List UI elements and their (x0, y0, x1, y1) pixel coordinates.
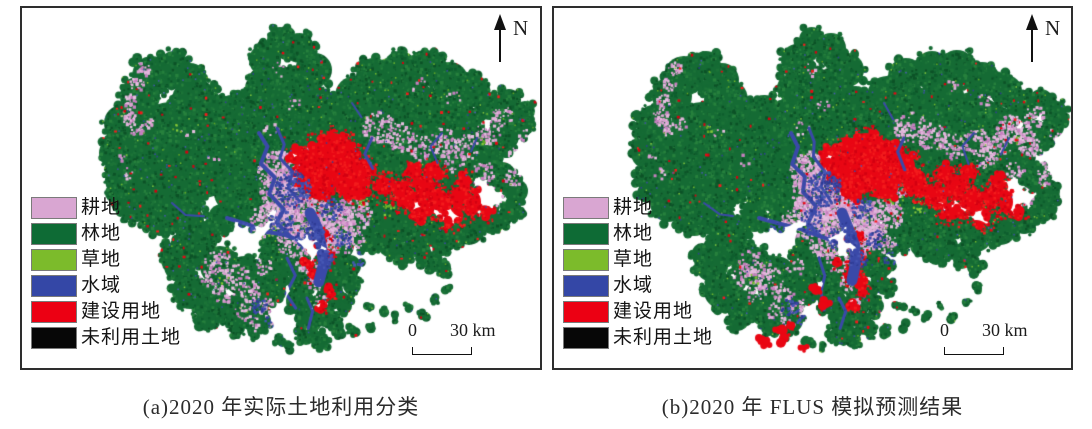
legend-item: 草地 (31, 247, 181, 273)
north-arrow-b: N (1022, 14, 1070, 66)
legend-label: 未利用土地 (81, 327, 182, 348)
legend-swatch-forest (31, 223, 77, 245)
north-arrow-icon (1026, 14, 1038, 62)
legend-label: 耕地 (81, 197, 122, 218)
legend-label: 林地 (81, 223, 122, 244)
legend-item: 林地 (563, 221, 713, 247)
legend-b: 耕地 林地 草地 水域 建设用地 未利用土地 (563, 195, 713, 351)
legend-item: 未利用土地 (31, 325, 181, 351)
legend-label: 未利用土地 (613, 327, 714, 348)
legend-label: 耕地 (613, 197, 654, 218)
legend-label: 草地 (613, 249, 654, 270)
legend-label: 水域 (613, 275, 654, 296)
panel-b: N 耕地 林地 草地 水域 建设用地 (552, 6, 1073, 370)
legend-swatch-cropland (31, 197, 77, 219)
north-arrow-a: N (490, 14, 538, 66)
legend-swatch-built (31, 301, 77, 323)
panel-a: N 耕地 林地 草地 水域 建设用地 (20, 6, 542, 370)
legend-item: 建设用地 (563, 299, 713, 325)
legend-label: 草地 (81, 249, 122, 270)
north-arrow-icon (494, 14, 506, 62)
scale-distance: 30 km (982, 320, 1028, 340)
north-label: N (513, 16, 529, 40)
legend-swatch-unused (31, 327, 77, 349)
scale-bar-a: 0 30 km (400, 320, 520, 364)
scale-zero: 0 (940, 320, 949, 340)
legend-item: 林地 (31, 221, 181, 247)
legend-label: 水域 (81, 275, 122, 296)
legend-swatch-forest (563, 223, 609, 245)
legend-a: 耕地 林地 草地 水域 建设用地 未利用土地 (31, 195, 181, 351)
legend-item: 草地 (563, 247, 713, 273)
legend-swatch-grass (31, 249, 77, 271)
scale-bar-line (944, 347, 1004, 355)
scale-bar-line (412, 347, 472, 355)
land-use-map-a (22, 8, 539, 367)
legend-label: 建设用地 (613, 301, 694, 322)
legend-swatch-grass (563, 249, 609, 271)
legend-item: 耕地 (31, 195, 181, 221)
scale-zero: 0 (408, 320, 417, 340)
legend-swatch-water (563, 275, 609, 297)
caption-a: (a)2020 年实际土地利用分类 (142, 395, 420, 419)
caption-b: (b)2020 年 FLUS 模拟预测结果 (661, 395, 964, 419)
north-label: N (1045, 16, 1061, 40)
legend-label: 林地 (613, 223, 654, 244)
legend-item: 水域 (563, 273, 713, 299)
legend-item: 未利用土地 (563, 325, 713, 351)
legend-swatch-built (563, 301, 609, 323)
legend-label: 建设用地 (81, 301, 162, 322)
legend-swatch-water (31, 275, 77, 297)
legend-swatch-unused (563, 327, 609, 349)
scale-distance: 30 km (450, 320, 496, 340)
scale-bar-b: 0 30 km (932, 320, 1052, 364)
legend-item: 建设用地 (31, 299, 181, 325)
land-use-map-b (554, 8, 1071, 367)
legend-item: 耕地 (563, 195, 713, 221)
legend-swatch-cropland (563, 197, 609, 219)
legend-item: 水域 (31, 273, 181, 299)
